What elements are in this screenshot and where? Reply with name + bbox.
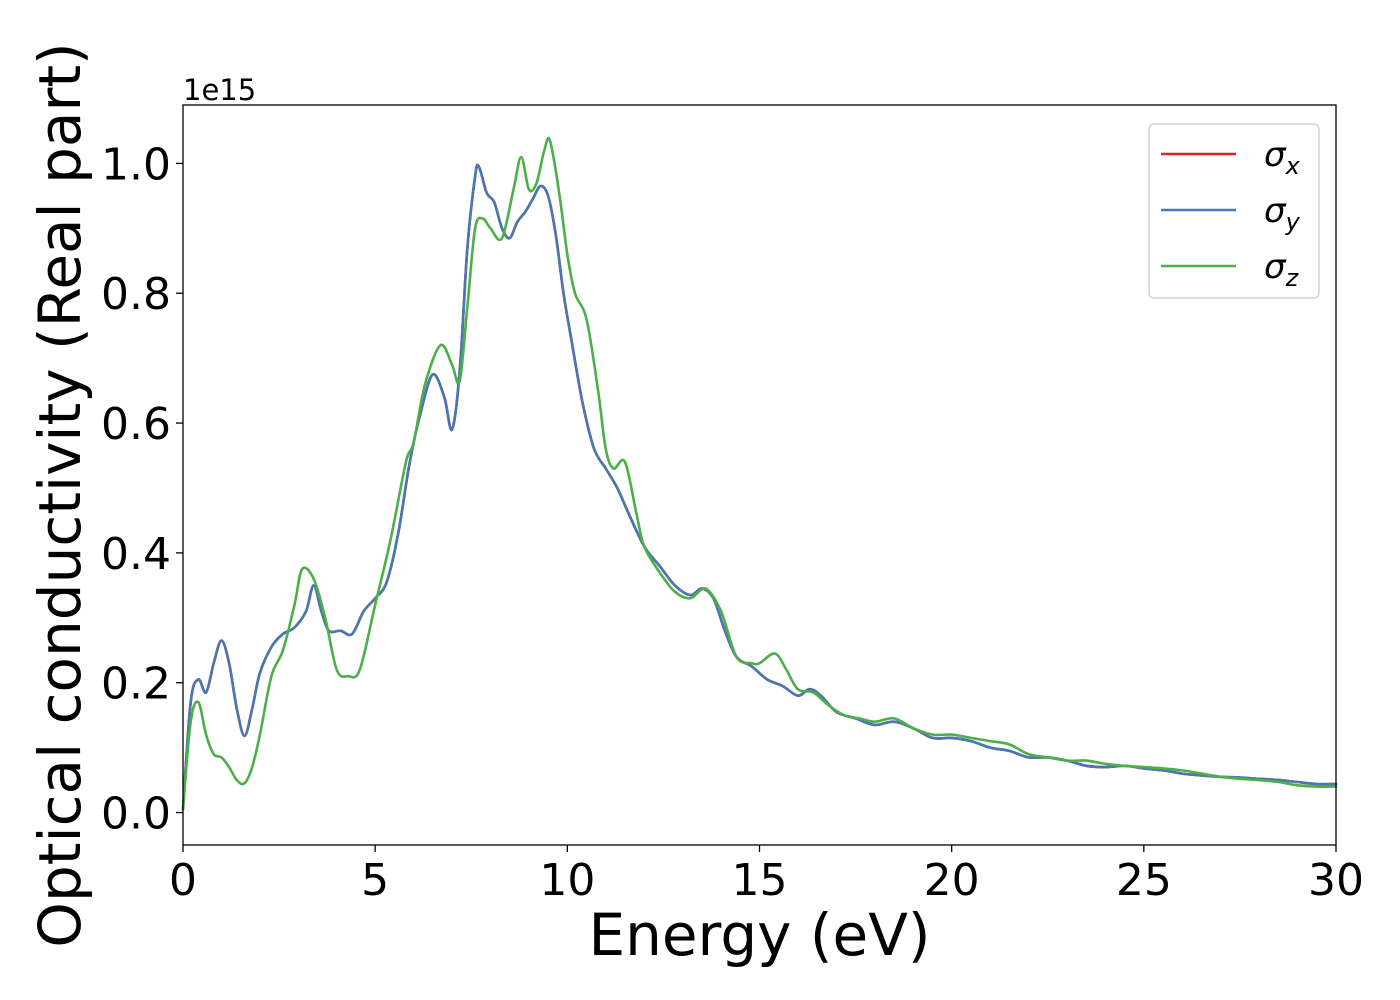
legend-subscript: z	[1285, 264, 1300, 292]
x-axis: 0 5 10 15 20 25 30	[169, 845, 1364, 906]
y-tick-label: 0.6	[101, 399, 171, 450]
legend-label-z: σz	[1264, 247, 1300, 292]
y-axis: 0.0 0.2 0.4 0.6 0.8 1.0	[101, 139, 183, 840]
y-axis-offset-text: 1e15	[183, 73, 256, 107]
y-tick-label: 0.8	[101, 269, 171, 320]
legend-subscript: y	[1285, 208, 1301, 236]
legend-subscript: x	[1285, 152, 1301, 180]
x-tick-label: 25	[1116, 855, 1172, 906]
x-tick-label: 5	[361, 855, 389, 906]
legend-symbol: σ	[1264, 247, 1287, 287]
legend-label-x: σx	[1264, 135, 1301, 180]
y-axis-label: Optical conductivity (Real part)	[26, 42, 94, 947]
x-tick-label: 10	[539, 855, 595, 906]
x-tick-label: 30	[1308, 855, 1364, 906]
x-axis-label: Energy (eV)	[588, 901, 930, 969]
y-tick-label: 0.4	[101, 529, 171, 580]
y-tick-label: 0.2	[101, 659, 171, 710]
x-tick-label: 15	[732, 855, 788, 906]
y-tick-label: 0.0	[101, 789, 171, 840]
legend-label-y: σy	[1264, 191, 1301, 236]
x-tick-label: 20	[924, 855, 980, 906]
x-tick-label: 0	[169, 855, 197, 906]
series-lines	[181, 136, 1338, 811]
series-line-z	[181, 136, 1338, 811]
legend-symbol: σ	[1264, 135, 1287, 175]
y-tick-label: 1.0	[101, 139, 171, 190]
legend-symbol: σ	[1264, 191, 1287, 231]
